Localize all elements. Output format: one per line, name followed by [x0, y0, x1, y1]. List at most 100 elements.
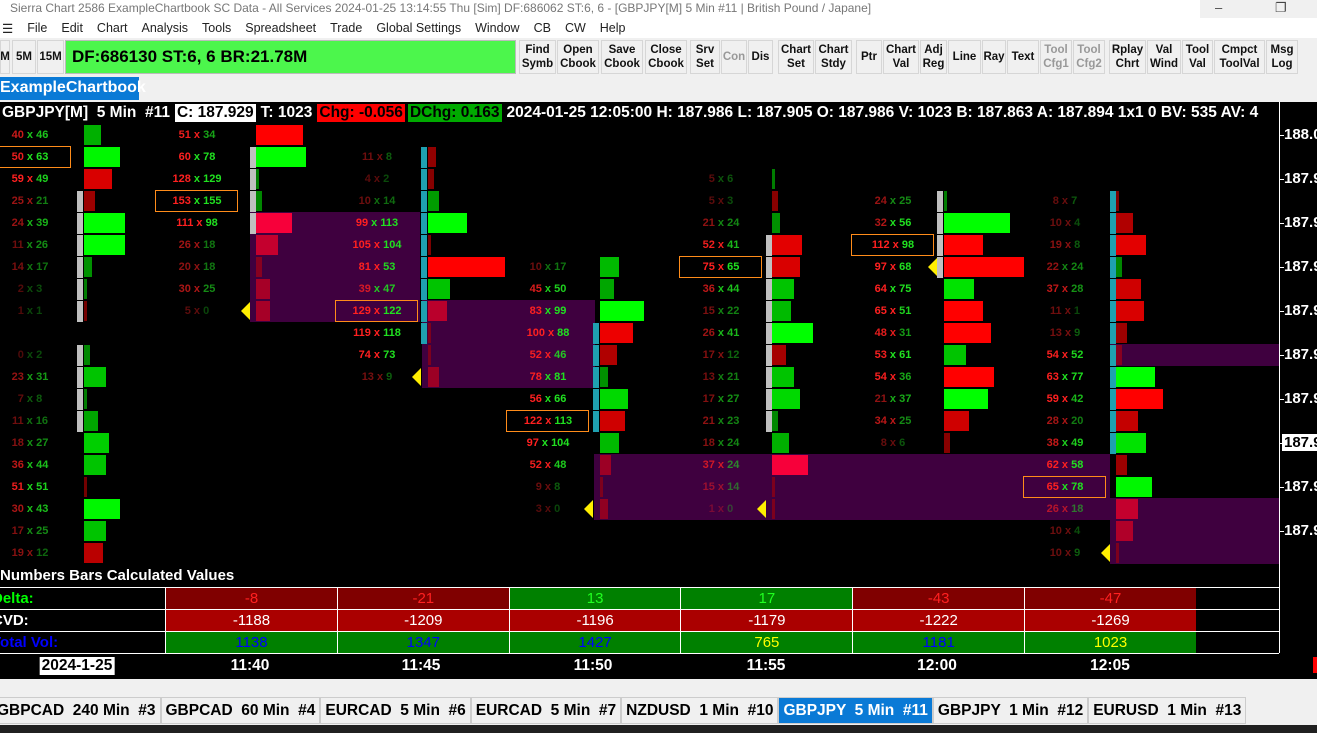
bid-ask-cell[interactable]: 21 x 23 [681, 410, 761, 432]
bid-ask-cell[interactable]: 112 x 98 [853, 234, 933, 256]
menu-global-settings[interactable]: Global Settings [376, 21, 462, 35]
menu-edit[interactable]: Edit [61, 21, 83, 35]
bid-ask-cell[interactable]: 13 x 9 [1025, 322, 1105, 344]
bid-ask-cell[interactable]: 81 x 53 [337, 256, 417, 278]
bid-ask-cell[interactable]: 34 x 25 [853, 410, 933, 432]
bid-ask-cell[interactable]: 24 x 25 [853, 190, 933, 212]
bid-ask-cell[interactable]: 83 x 99 [508, 300, 588, 322]
cmpct-toolval-button[interactable]: Cmpct ToolVal [1214, 40, 1265, 74]
bid-ask-cell[interactable]: 11 x 16 [0, 410, 70, 432]
tool-cfg2-button[interactable]: Tool Cfg2 [1073, 40, 1105, 74]
bid-ask-cell[interactable]: 153 x 155 [157, 190, 237, 212]
chart-set-button[interactable]: Chart Set [778, 40, 814, 74]
bid-ask-cell[interactable]: 19 x 12 [0, 542, 70, 564]
bid-ask-cell[interactable]: 74 x 73 [337, 344, 417, 366]
bid-ask-cell[interactable]: 5 x 3 [681, 190, 761, 212]
menu-analysis[interactable]: Analysis [141, 21, 189, 35]
bid-ask-cell[interactable]: 75 x 65 [681, 256, 761, 278]
chart-tab[interactable]: NZDUSD 1 Min #10 [621, 697, 779, 724]
chart-tab[interactable]: EURCAD 5 Min #6 [320, 697, 471, 724]
tool-val-button[interactable]: Tool Val [1182, 40, 1213, 74]
bid-ask-cell[interactable]: 59 x 42 [1025, 388, 1105, 410]
bid-ask-cell[interactable]: 45 x 50 [508, 278, 588, 300]
bid-ask-cell[interactable]: 54 x 52 [1025, 344, 1105, 366]
bid-ask-cell[interactable]: 13 x 21 [681, 366, 761, 388]
bid-ask-cell[interactable]: 17 x 25 [0, 520, 70, 542]
open-cbook-button[interactable]: Open Cbook [557, 40, 599, 74]
timeframe-15m-button[interactable]: 15M [37, 40, 64, 74]
bid-ask-cell[interactable]: 36 x 44 [0, 454, 70, 476]
time-axis[interactable]: 2024-1-25 11:40 11:45 11:50 11:55 12:00 12:05 [0, 653, 1317, 679]
bid-ask-cell[interactable]: 37 x 24 [681, 454, 761, 476]
chart-tab[interactable]: GBPJPY 1 Min #12 [932, 697, 1089, 724]
bid-ask-cell[interactable]: 21 x 37 [853, 388, 933, 410]
srv-set-button[interactable]: Srv Set [690, 40, 720, 74]
bid-ask-cell[interactable]: 63 x 77 [1025, 366, 1105, 388]
bid-ask-cell[interactable]: 26 x 18 [157, 234, 237, 256]
bid-ask-cell[interactable]: 5 x 0 [157, 300, 237, 322]
bid-ask-cell[interactable]: 97 x 104 [508, 432, 588, 454]
bid-ask-cell[interactable]: 65 x 78 [1025, 476, 1105, 498]
bid-ask-cell[interactable]: 28 x 20 [1025, 410, 1105, 432]
bid-ask-cell[interactable]: 14 x 17 [0, 256, 70, 278]
bid-ask-cell[interactable]: 17 x 27 [681, 388, 761, 410]
bid-ask-cell[interactable]: 10 x 14 [337, 190, 417, 212]
bid-ask-cell[interactable]: 54 x 36 [853, 366, 933, 388]
dis-button[interactable]: Dis [748, 40, 773, 74]
rplay-chrt-button[interactable]: Rplay Chrt [1109, 40, 1146, 74]
bid-ask-cell[interactable]: 50 x 63 [0, 146, 70, 168]
bid-ask-cell[interactable]: 56 x 66 [508, 388, 588, 410]
bid-ask-cell[interactable]: 51 x 51 [0, 476, 70, 498]
app-menu-icon[interactable]: ☰ [2, 21, 14, 36]
bid-ask-cell[interactable]: 1 x 1 [0, 300, 70, 322]
bid-ask-cell[interactable]: 19 x 8 [1025, 234, 1105, 256]
bid-ask-cell[interactable]: 78 x 81 [508, 366, 588, 388]
chartbook-tab[interactable]: ExampleChartbook [0, 77, 146, 100]
bid-ask-cell[interactable]: 119 x 118 [337, 322, 417, 344]
con-button[interactable]: Con [721, 40, 747, 74]
bid-ask-cell[interactable]: 39 x 47 [337, 278, 417, 300]
menu-chart[interactable]: Chart [96, 21, 128, 35]
bid-ask-cell[interactable]: 26 x 41 [681, 322, 761, 344]
bid-ask-cell[interactable]: 0 x 2 [0, 344, 70, 366]
bid-ask-cell[interactable]: 10 x 9 [1025, 542, 1105, 564]
chart-tab[interactable]: GBPJPY 5 Min #11 [778, 697, 933, 724]
bid-ask-cell[interactable]: 10 x 17 [508, 256, 588, 278]
chart-stdy-button[interactable]: Chart Stdy [815, 40, 852, 74]
bid-ask-cell[interactable]: 52 x 48 [508, 454, 588, 476]
bid-ask-cell[interactable]: 9 x 8 [508, 476, 588, 498]
line-button[interactable]: Line [948, 40, 981, 74]
bid-ask-cell[interactable]: 15 x 14 [681, 476, 761, 498]
bid-ask-cell[interactable]: 11 x 8 [337, 146, 417, 168]
bid-ask-cell[interactable]: 51 x 34 [157, 124, 237, 146]
bid-ask-cell[interactable]: 20 x 18 [157, 256, 237, 278]
price-axis[interactable]: 188.0 187.9 187.9 187.9 187.9 187.9 187.9 187.9… [1279, 102, 1317, 667]
val-wind-button[interactable]: Val Wind [1147, 40, 1181, 74]
bid-ask-cell[interactable]: 7 x 8 [0, 388, 70, 410]
bid-ask-cell[interactable]: 18 x 27 [0, 432, 70, 454]
bid-ask-cell[interactable]: 26 x 18 [1025, 498, 1105, 520]
timeframe-m-button[interactable]: M [0, 40, 10, 74]
bid-ask-cell[interactable]: 32 x 56 [853, 212, 933, 234]
close-cbook-button[interactable]: Close Cbook [645, 40, 687, 74]
menu-cb[interactable]: CB [533, 21, 551, 35]
bid-ask-cell[interactable]: 128 x 129 [157, 168, 237, 190]
bid-ask-cell[interactable]: 97 x 68 [853, 256, 933, 278]
ptr-button[interactable]: Ptr [856, 40, 882, 74]
bid-ask-cell[interactable]: 105 x 104 [337, 234, 417, 256]
bid-ask-cell[interactable]: 59 x 49 [0, 168, 70, 190]
bid-ask-cell[interactable]: 23 x 31 [0, 366, 70, 388]
bid-ask-cell[interactable]: 3 x 0 [508, 498, 588, 520]
ray-button[interactable]: Ray [982, 40, 1006, 74]
restore-icon[interactable]: ❐ [1275, 0, 1287, 15]
bid-ask-cell[interactable]: 99 x 113 [337, 212, 417, 234]
menu-trade[interactable]: Trade [330, 21, 363, 35]
bid-ask-cell[interactable]: 100 x 88 [508, 322, 588, 344]
bid-ask-cell[interactable]: 10 x 4 [1025, 520, 1105, 542]
chart-tab[interactable]: EURUSD 1 Min #13 [1088, 697, 1247, 724]
menu-cw[interactable]: CW [564, 21, 586, 35]
tool-cfg1-button[interactable]: Tool Cfg1 [1040, 40, 1072, 74]
timeframe-5m-button[interactable]: 5M [12, 40, 36, 74]
bid-ask-cell[interactable]: 48 x 31 [853, 322, 933, 344]
menu-help[interactable]: Help [599, 21, 626, 35]
